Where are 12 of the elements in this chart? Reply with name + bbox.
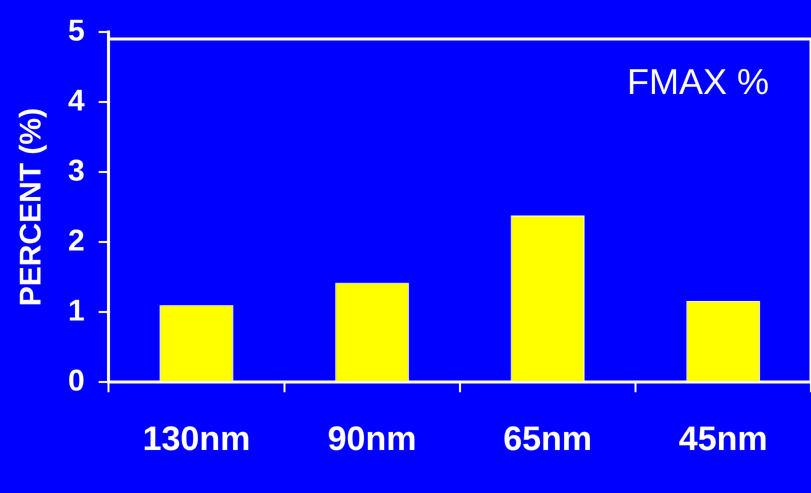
y-tick-label: 2	[68, 224, 85, 258]
y-tick-label: 5	[68, 14, 85, 48]
x-tick-label: 65nm	[503, 420, 592, 458]
y-axis-title: PERCENT (%)	[14, 108, 48, 306]
x-tick-label: 130nm	[142, 420, 250, 458]
y-tick-label: 0	[68, 364, 85, 398]
x-tick-label: 90nm	[328, 420, 416, 458]
y-tick-label: 1	[68, 294, 85, 328]
y-tick-label: 3	[68, 154, 85, 188]
y-tick-label: 4	[68, 84, 85, 118]
annotation: FMAX %	[626, 60, 769, 102]
x-tick-label: 45nm	[678, 420, 768, 458]
